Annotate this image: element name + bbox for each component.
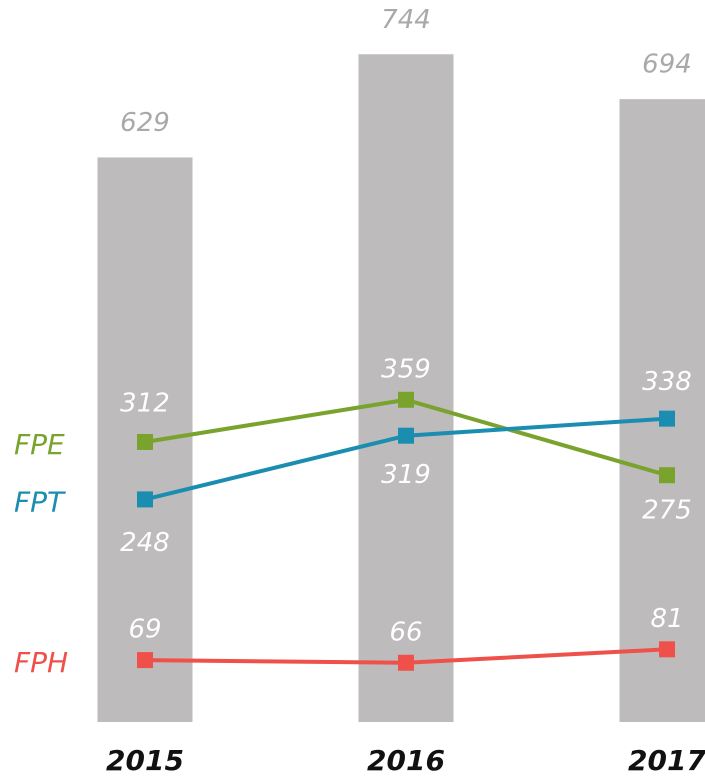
point-marker	[137, 433, 153, 450]
point-marker	[398, 391, 414, 408]
point-value-label: 312	[120, 388, 170, 418]
bar-value-label: 629	[120, 108, 170, 138]
legend-label: FPH	[14, 646, 68, 679]
point-value-label: 275	[642, 496, 692, 526]
point-value-label: 66	[389, 617, 422, 647]
x-tick-label: 2016	[367, 744, 445, 777]
x-tick-label: 2015	[106, 744, 184, 777]
x-tick-label: 2017	[628, 744, 705, 777]
bar	[358, 54, 454, 722]
point-marker	[659, 641, 675, 658]
point-value-label: 81	[650, 604, 683, 634]
point-marker	[137, 491, 153, 508]
point-value-label: 248	[120, 528, 170, 558]
point-marker	[398, 654, 414, 671]
bar-value-label: 744	[381, 5, 431, 35]
bar	[619, 99, 705, 722]
legend-label: FPT	[14, 485, 66, 518]
point-value-label: 359	[381, 354, 431, 384]
point-value-label: 319	[381, 460, 431, 490]
point-marker	[398, 427, 414, 444]
point-marker	[659, 467, 675, 484]
point-marker	[659, 410, 675, 427]
point-marker	[137, 652, 153, 669]
point-value-label: 338	[642, 367, 692, 397]
point-value-label: 69	[128, 615, 161, 645]
bar-value-label: 694	[642, 50, 692, 80]
legend-label: FPE	[14, 428, 65, 461]
